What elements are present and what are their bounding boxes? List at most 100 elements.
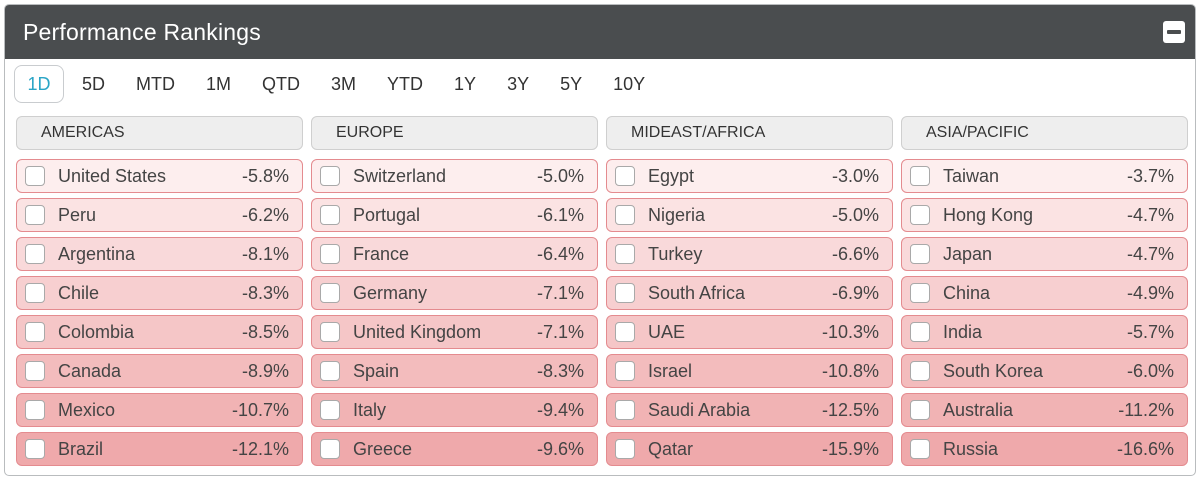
tab-1d[interactable]: 1D xyxy=(14,65,64,103)
country-checkbox[interactable] xyxy=(25,205,45,225)
country-checkbox[interactable] xyxy=(615,244,635,264)
country-checkbox[interactable] xyxy=(910,439,930,459)
country-row[interactable]: Egypt -3.0% xyxy=(606,159,893,193)
country-row[interactable]: Switzerland -5.0% xyxy=(311,159,598,193)
performance-value: -6.0% xyxy=(1126,360,1174,381)
performance-value: -3.7% xyxy=(1126,165,1174,186)
country-row[interactable]: Taiwan -3.7% xyxy=(901,159,1188,193)
country-row[interactable]: India -5.7% xyxy=(901,315,1188,349)
country-row[interactable]: Australia -11.2% xyxy=(901,393,1188,427)
performance-value: -8.5% xyxy=(241,321,289,342)
country-checkbox[interactable] xyxy=(320,400,340,420)
country-name: Egypt xyxy=(648,165,695,186)
tab-1m[interactable]: 1M xyxy=(206,73,232,94)
country-row[interactable]: Qatar -15.9% xyxy=(606,432,893,466)
country-row[interactable]: Brazil -12.1% xyxy=(16,432,303,466)
region-column-mideast-africa: MIDEAST/AFRICA Egypt -3.0% Nigeria -5.0% Turk… xyxy=(606,116,893,471)
country-row[interactable]: Spain -8.3% xyxy=(311,354,598,388)
performance-value: -5.0% xyxy=(536,165,584,186)
country-name: China xyxy=(943,282,991,303)
country-row[interactable]: Mexico -10.7% xyxy=(16,393,303,427)
tab-1y[interactable]: 1Y xyxy=(454,73,477,94)
country-row[interactable]: Nigeria -5.0% xyxy=(606,198,893,232)
country-row[interactable]: Germany -7.1% xyxy=(311,276,598,310)
country-checkbox[interactable] xyxy=(615,205,635,225)
country-checkbox[interactable] xyxy=(25,322,45,342)
performance-value: -16.6% xyxy=(1116,438,1174,459)
performance-value: -5.8% xyxy=(241,165,289,186)
country-name: Chile xyxy=(58,282,100,303)
tab-5d[interactable]: 5D xyxy=(82,73,106,94)
performance-value: -8.3% xyxy=(241,282,289,303)
country-checkbox[interactable] xyxy=(320,205,340,225)
country-row[interactable]: UAE -10.3% xyxy=(606,315,893,349)
performance-value: -9.4% xyxy=(536,399,584,420)
tab-5y[interactable]: 5Y xyxy=(560,73,583,94)
tab-10y[interactable]: 10Y xyxy=(613,73,646,94)
country-checkbox[interactable] xyxy=(615,439,635,459)
country-row[interactable]: Colombia -8.5% xyxy=(16,315,303,349)
country-row[interactable]: Hong Kong -4.7% xyxy=(901,198,1188,232)
country-checkbox[interactable] xyxy=(910,361,930,381)
country-checkbox[interactable] xyxy=(320,322,340,342)
country-checkbox[interactable] xyxy=(910,205,930,225)
country-row[interactable]: Greece -9.6% xyxy=(311,432,598,466)
country-row[interactable]: Israel -10.8% xyxy=(606,354,893,388)
country-row[interactable]: United States -5.8% xyxy=(16,159,303,193)
country-row[interactable]: South Korea -6.0% xyxy=(901,354,1188,388)
country-checkbox[interactable] xyxy=(615,400,635,420)
tab-3y[interactable]: 3Y xyxy=(507,73,530,94)
country-row[interactable]: Peru -6.2% xyxy=(16,198,303,232)
country-checkbox[interactable] xyxy=(25,166,45,186)
tab-ytd[interactable]: YTD xyxy=(387,73,424,94)
country-name: Hong Kong xyxy=(943,204,1034,225)
country-checkbox[interactable] xyxy=(320,244,340,264)
country-row[interactable]: Portugal -6.1% xyxy=(311,198,598,232)
country-checkbox[interactable] xyxy=(320,439,340,459)
country-row[interactable]: Turkey -6.6% xyxy=(606,237,893,271)
country-row[interactable]: South Africa -6.9% xyxy=(606,276,893,310)
country-checkbox[interactable] xyxy=(25,439,45,459)
performance-value: -8.3% xyxy=(536,360,584,381)
tab-qtd[interactable]: QTD xyxy=(262,73,301,94)
country-checkbox[interactable] xyxy=(910,283,930,303)
performance-value: -6.2% xyxy=(241,204,289,225)
tab-3m[interactable]: 3M xyxy=(331,73,357,94)
country-row[interactable]: Argentina -8.1% xyxy=(16,237,303,271)
country-checkbox[interactable] xyxy=(910,322,930,342)
country-row[interactable]: Canada -8.9% xyxy=(16,354,303,388)
country-checkbox[interactable] xyxy=(25,361,45,381)
performance-value: -15.9% xyxy=(821,438,879,459)
country-row[interactable]: Italy -9.4% xyxy=(311,393,598,427)
country-checkbox[interactable] xyxy=(320,166,340,186)
country-name: Japan xyxy=(943,243,993,264)
country-row[interactable]: China -4.9% xyxy=(901,276,1188,310)
country-name: South Korea xyxy=(943,360,1044,381)
country-checkbox[interactable] xyxy=(910,244,930,264)
country-checkbox[interactable] xyxy=(25,400,45,420)
country-row[interactable]: United Kingdom -7.1% xyxy=(311,315,598,349)
country-checkbox[interactable] xyxy=(320,361,340,381)
country-checkbox[interactable] xyxy=(25,283,45,303)
country-row[interactable]: Chile -8.3% xyxy=(16,276,303,310)
country-checkbox[interactable] xyxy=(615,322,635,342)
country-row[interactable]: France -6.4% xyxy=(311,237,598,271)
country-checkbox[interactable] xyxy=(615,361,635,381)
country-checkbox[interactable] xyxy=(615,166,635,186)
country-checkbox[interactable] xyxy=(910,166,930,186)
country-row[interactable]: Japan -4.7% xyxy=(901,237,1188,271)
country-name: UAE xyxy=(648,321,686,342)
country-checkbox[interactable] xyxy=(320,283,340,303)
country-checkbox[interactable] xyxy=(910,400,930,420)
country-checkbox[interactable] xyxy=(25,244,45,264)
country-checkbox[interactable] xyxy=(615,283,635,303)
region-header: ASIA/PACIFIC xyxy=(901,116,1188,150)
collapse-button[interactable] xyxy=(1163,21,1185,43)
performance-value: -4.9% xyxy=(1126,282,1174,303)
country-name: India xyxy=(943,321,983,342)
country-name: Portugal xyxy=(353,204,421,225)
tab-mtd[interactable]: MTD xyxy=(136,73,176,94)
country-row[interactable]: Saudi Arabia -12.5% xyxy=(606,393,893,427)
country-row[interactable]: Russia -16.6% xyxy=(901,432,1188,466)
performance-value: -5.0% xyxy=(831,204,879,225)
